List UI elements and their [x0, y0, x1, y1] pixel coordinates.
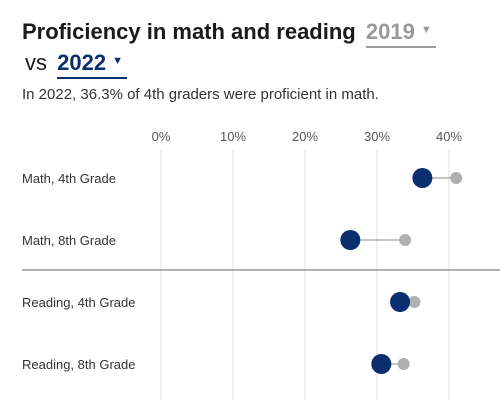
current-year-dot [390, 292, 411, 312]
row-label: Reading, 8th Grade [22, 357, 135, 372]
compare-year-dot [408, 296, 421, 308]
row-label: Math, 4th Grade [22, 171, 116, 186]
chart-title-line-2: vs 2022 ▼ [25, 47, 127, 79]
x-tick-label: 0% [152, 129, 171, 144]
compare-year-value: 2019 [365, 19, 415, 44]
chart-title: Proficiency in math and reading 2019 ▼ [22, 16, 436, 48]
compare-year-dot [397, 358, 410, 370]
current-year-dot [371, 354, 392, 374]
vs-label: vs [25, 50, 47, 75]
row-label: Math, 8th Grade [22, 233, 116, 248]
compare-year-dot [450, 172, 463, 184]
current-year-dropdown[interactable]: 2022 ▼ [57, 47, 127, 79]
row-label: Reading, 4th Grade [22, 295, 135, 310]
compare-year-dot [399, 234, 412, 246]
caret-down-icon: ▼ [420, 24, 432, 36]
x-tick-label: 20% [292, 129, 318, 144]
chart-subtitle: In 2022, 36.3% of 4th graders were profi… [22, 86, 379, 103]
x-tick-label: 30% [364, 129, 390, 144]
caret-down-icon: ▼ [112, 55, 123, 67]
current-year-value: 2022 [57, 50, 107, 75]
title-text: Proficiency in math and reading [22, 19, 356, 44]
current-year-dot [340, 230, 361, 250]
x-tick-label: 10% [220, 129, 246, 144]
compare-year-dropdown[interactable]: 2019 ▼ [365, 16, 436, 48]
current-year-dot [412, 168, 433, 188]
x-tick-label: 40% [436, 129, 462, 144]
